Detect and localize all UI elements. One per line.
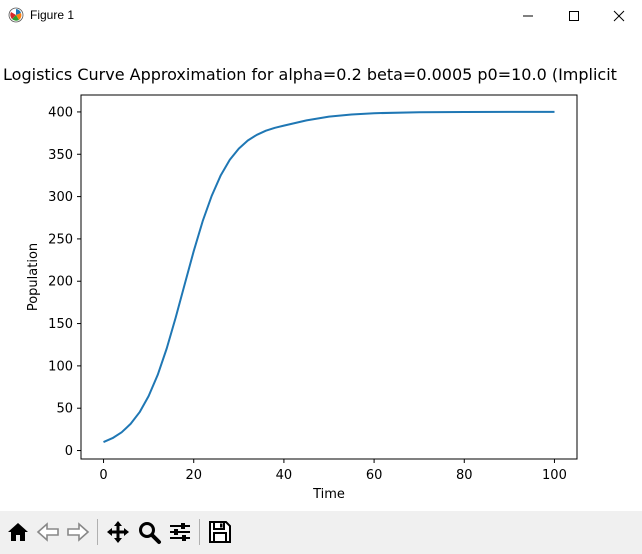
- chart-title: Logistics Curve Approximation for alpha=…: [3, 65, 617, 84]
- forward-arrow-icon: [67, 522, 90, 542]
- configure-subplots-button[interactable]: [165, 517, 195, 547]
- y-tick-label: 350: [48, 148, 73, 163]
- figure-canvas[interactable]: Logistics Curve Approximation for alpha=…: [0, 31, 642, 511]
- toolbar-separator: [97, 519, 98, 545]
- x-tick-label: 100: [542, 468, 567, 483]
- back-arrow-icon: [36, 522, 59, 542]
- pan-button[interactable]: [103, 517, 133, 547]
- plot-area: [80, 94, 578, 460]
- series-line: [103, 110, 555, 444]
- save-button[interactable]: [205, 517, 235, 547]
- move-icon: [107, 521, 129, 543]
- home-icon: [8, 523, 28, 541]
- y-axis: 0 50 100 150 200 250 300 350 400: [48, 105, 81, 459]
- minimize-icon: [523, 15, 533, 17]
- x-tick-label: 20: [185, 468, 202, 483]
- minimize-button[interactable]: [505, 0, 551, 31]
- zoom-button[interactable]: [134, 517, 164, 547]
- sliders-icon: [170, 523, 190, 541]
- window-title: Figure 1: [30, 8, 75, 22]
- y-tick-label: 300: [48, 190, 73, 205]
- close-icon: [613, 10, 625, 22]
- matplotlib-icon: [8, 7, 24, 23]
- y-tick-label: 200: [48, 275, 73, 290]
- magnifier-icon: [139, 522, 161, 544]
- y-tick-label: 0: [65, 444, 73, 459]
- toolbar-separator: [199, 519, 200, 545]
- x-tick-label: 0: [99, 468, 107, 483]
- home-button[interactable]: [3, 517, 33, 547]
- forward-button[interactable]: [63, 517, 93, 547]
- x-tick-label: 40: [276, 468, 293, 483]
- y-tick-label: 50: [56, 402, 73, 417]
- y-axis-label: Population: [26, 243, 41, 311]
- close-button[interactable]: [596, 0, 642, 31]
- back-button[interactable]: [33, 517, 63, 547]
- title-bar[interactable]: Figure 1: [0, 0, 642, 31]
- maximize-button[interactable]: [551, 0, 597, 31]
- y-tick-label: 150: [48, 317, 73, 332]
- navigation-toolbar: [0, 511, 642, 554]
- chart: Logistics Curve Approximation for alpha=…: [3, 65, 617, 502]
- x-axis-label: Time: [312, 487, 345, 502]
- maximize-icon: [569, 11, 579, 21]
- floppy-disk-icon: [209, 521, 231, 543]
- y-tick-label: 400: [48, 105, 73, 120]
- y-tick-label: 100: [48, 359, 73, 374]
- y-tick-label: 250: [48, 232, 73, 247]
- x-tick-label: 80: [456, 468, 473, 483]
- x-axis: 0 20 40 60 80 100: [99, 459, 567, 483]
- x-tick-label: 60: [366, 468, 383, 483]
